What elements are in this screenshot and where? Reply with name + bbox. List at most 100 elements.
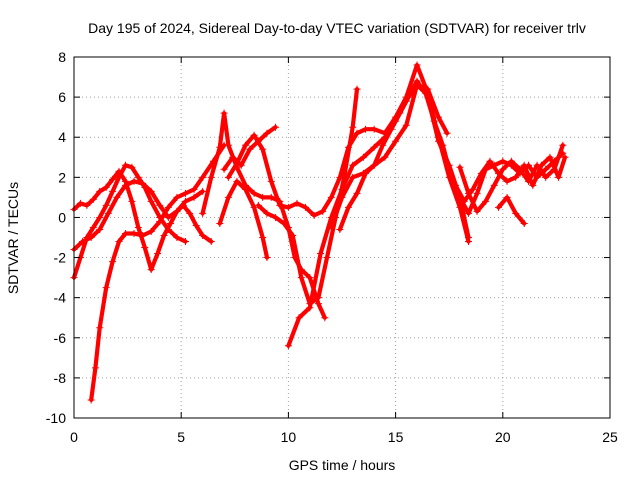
data-point-marker — [237, 161, 245, 169]
y-tick-label: 0 — [58, 209, 66, 225]
data-point-marker — [353, 129, 361, 137]
y-tick-label: 6 — [58, 89, 66, 105]
x-tick-label: 0 — [70, 429, 78, 445]
y-tick-label: 2 — [58, 169, 66, 185]
data-point-marker — [520, 161, 528, 169]
series-pass-4 — [71, 179, 205, 252]
data-point-marker — [141, 244, 149, 252]
data-point-marker — [156, 213, 164, 221]
series-pass-15 — [496, 195, 527, 226]
data-point-marker — [164, 213, 172, 221]
data-point-marker — [370, 161, 378, 169]
data-point-marker — [192, 221, 200, 229]
data-point-marker — [259, 234, 267, 241]
data-point-marker — [430, 117, 438, 125]
series-layer — [70, 61, 569, 404]
data-point-marker — [452, 181, 460, 189]
data-point-marker — [242, 185, 250, 193]
data-point-marker — [156, 201, 164, 209]
data-point-marker — [246, 145, 254, 153]
data-point-marker — [224, 173, 232, 181]
data-point-marker — [224, 141, 232, 149]
data-point-marker — [224, 193, 232, 201]
data-point-marker — [199, 231, 207, 239]
data-point-marker — [499, 157, 507, 165]
data-point-marker — [96, 225, 104, 233]
data-point-marker — [512, 173, 520, 181]
data-point-marker — [503, 177, 511, 185]
data-point-marker — [314, 294, 322, 302]
data-point-marker — [250, 189, 258, 197]
data-point-marker — [87, 396, 95, 404]
data-point-marker — [263, 254, 271, 262]
data-point-marker — [89, 223, 97, 231]
data-point-marker — [115, 173, 123, 181]
data-point-marker — [113, 193, 121, 201]
data-point-marker — [336, 225, 344, 233]
data-point-marker — [327, 193, 335, 201]
data-point-marker — [259, 145, 267, 153]
data-point-marker — [79, 238, 87, 246]
data-point-marker — [349, 173, 357, 181]
plot-frame — [73, 56, 611, 419]
chart-title: Day 195 of 2024, Sidereal Day-to-day VTE… — [88, 20, 586, 36]
y-tick-label: -8 — [54, 370, 67, 386]
data-point-marker — [392, 137, 400, 145]
data-point-marker — [164, 203, 172, 211]
data-point-marker — [310, 211, 318, 219]
data-point-marker — [559, 141, 567, 149]
data-point-marker — [272, 213, 280, 221]
data-point-marker — [370, 125, 378, 133]
data-point-marker — [109, 187, 117, 195]
data-point-marker — [319, 207, 327, 215]
data-point-marker — [276, 201, 284, 209]
data-point-marker — [456, 163, 464, 171]
data-point-marker — [477, 169, 485, 177]
data-point-marker — [404, 93, 412, 101]
data-point-marker — [272, 123, 280, 131]
y-tick-label: -6 — [54, 330, 67, 346]
data-point-marker — [321, 314, 329, 322]
data-point-marker — [424, 85, 432, 93]
tick-layer: 0 5 10 15 20 25 -10 -8 -6 -4 -2 0 2 4 6 8 — [46, 49, 618, 445]
data-point-marker — [128, 163, 136, 171]
data-point-marker — [173, 193, 181, 201]
data-point-marker — [190, 193, 198, 201]
data-point-marker — [76, 199, 84, 207]
x-tick-label: 15 — [388, 429, 404, 445]
x-tick-label: 10 — [281, 429, 297, 445]
data-point-marker — [327, 223, 335, 231]
data-point-marker — [495, 169, 503, 177]
data-point-marker — [443, 129, 451, 137]
data-point-marker — [173, 207, 181, 215]
data-point-marker — [259, 193, 267, 201]
series-pass-11 — [329, 83, 450, 230]
data-point-marker — [529, 181, 537, 189]
data-point-marker — [263, 209, 271, 217]
data-point-marker — [486, 157, 494, 165]
data-point-marker — [254, 137, 262, 145]
data-point-marker — [154, 250, 162, 258]
data-point-marker — [147, 187, 155, 195]
data-point-marker — [121, 181, 129, 189]
data-point-marker — [323, 254, 331, 262]
y-tick-label: 4 — [58, 129, 66, 145]
data-point-marker — [460, 197, 468, 205]
data-point-marker — [537, 161, 545, 169]
data-point-marker — [267, 193, 275, 201]
data-point-marker — [362, 169, 370, 177]
data-point-marker — [520, 219, 528, 227]
x-tick-label: 25 — [602, 429, 618, 445]
data-point-marker — [130, 229, 138, 237]
data-point-marker — [473, 189, 481, 197]
data-point-marker — [87, 234, 95, 241]
data-point-marker — [229, 153, 237, 161]
data-point-marker — [503, 193, 511, 201]
data-point-marker — [199, 187, 207, 195]
data-point-marker — [464, 209, 472, 217]
data-point-marker — [306, 304, 314, 312]
x-tick-label: 5 — [177, 429, 185, 445]
data-point-marker — [220, 109, 228, 117]
data-point-marker — [370, 143, 378, 151]
